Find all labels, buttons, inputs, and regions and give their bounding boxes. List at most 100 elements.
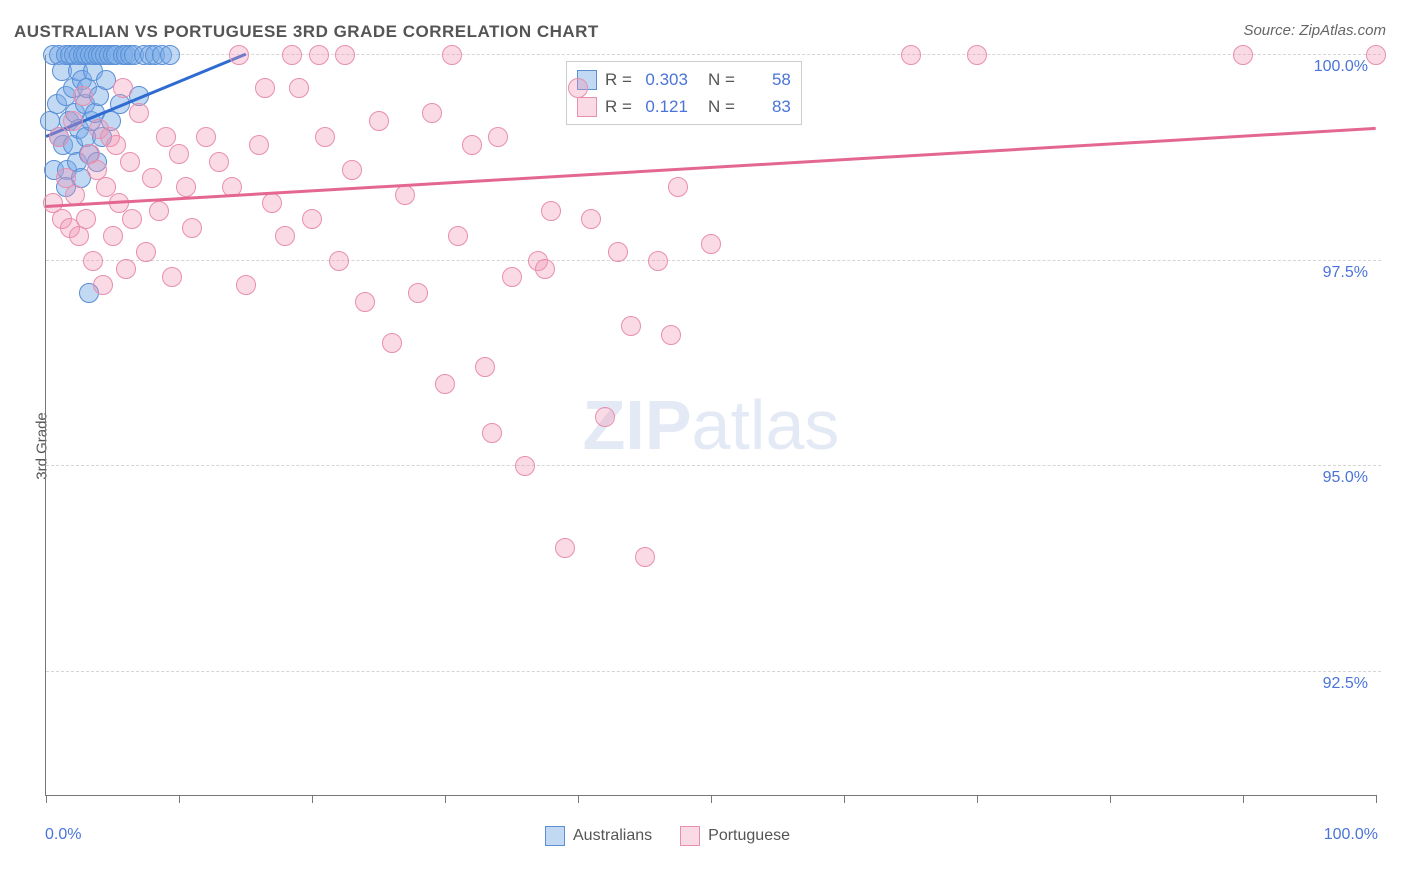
x-tick [844,795,845,803]
data-point [113,78,133,98]
data-point [182,218,202,238]
data-point [435,374,455,394]
data-point [282,45,302,65]
data-point [262,193,282,213]
watermark-rest: atlas [692,386,840,464]
data-point [249,135,269,155]
legend-item: Portuguese [680,826,790,846]
data-point [555,538,575,558]
swatch-icon [680,826,700,846]
gridline [46,671,1381,672]
data-point [229,45,249,65]
data-point [462,135,482,155]
data-point [289,78,309,98]
data-point [209,152,229,172]
data-point [395,185,415,205]
data-point [475,357,495,377]
data-point [369,111,389,131]
data-point [116,259,136,279]
n-label: N = [708,93,735,120]
data-point [302,209,322,229]
data-point [136,242,156,262]
source-label: Source: ZipAtlas.com [1243,22,1386,39]
r-value: 0.303 [640,66,688,93]
data-point [967,45,987,65]
data-point [335,45,355,65]
data-point [103,226,123,246]
data-point [236,275,256,295]
data-point [488,127,508,147]
x-tick [578,795,579,803]
data-point [648,251,668,271]
scatter-plot: ZIPatlas R = 0.303 N = 58 R = 0.121 N = … [45,55,1376,796]
data-point [275,226,295,246]
data-point [442,45,462,65]
data-point [315,127,335,147]
r-label: R = [605,66,632,93]
data-point [1233,45,1253,65]
data-point [129,103,149,123]
data-point [176,177,196,197]
legend-bottom: Australians Portuguese [545,826,790,846]
data-point [93,275,113,295]
data-point [621,316,641,336]
data-point [63,111,83,131]
data-point [901,45,921,65]
data-point [595,407,615,427]
data-point [142,168,162,188]
x-tick [1243,795,1244,803]
legend-label: Australians [573,827,652,845]
data-point [1366,45,1386,65]
x-tick [1110,795,1111,803]
data-point [162,267,182,287]
data-point [83,251,103,271]
data-point [76,209,96,229]
swatch-icon [577,97,597,117]
data-point [408,283,428,303]
y-tick-label: 100.0% [1314,58,1368,76]
trend-line [46,127,1376,208]
data-point [196,127,216,147]
x-tick [312,795,313,803]
data-point [342,160,362,180]
x-tick [1376,795,1377,803]
data-point [149,201,169,221]
x-tick-label: 100.0% [1324,826,1378,844]
x-tick [977,795,978,803]
x-tick-label: 0.0% [45,826,81,844]
data-point [73,86,93,106]
gridline [46,465,1381,466]
data-point [65,185,85,205]
watermark: ZIPatlas [583,385,840,465]
data-point [661,325,681,345]
data-point [382,333,402,353]
data-point [701,234,721,254]
data-point [422,103,442,123]
x-tick [46,795,47,803]
gridline [46,260,1381,261]
data-point [160,45,180,65]
x-tick [711,795,712,803]
data-point [49,127,69,147]
stats-legend: R = 0.303 N = 58 R = 0.121 N = 83 [566,61,802,125]
data-point [482,423,502,443]
data-point [255,78,275,98]
legend-item: Australians [545,826,652,846]
swatch-icon [545,826,565,846]
y-tick-label: 92.5% [1323,675,1368,693]
data-point [535,259,555,279]
data-point [581,209,601,229]
data-point [169,144,189,164]
stats-row: R = 0.303 N = 58 [577,66,791,93]
x-tick [179,795,180,803]
legend-label: Portuguese [708,827,790,845]
chart-title: AUSTRALIAN VS PORTUGUESE 3RD GRADE CORRE… [14,22,599,42]
stats-row: R = 0.121 N = 83 [577,93,791,120]
x-tick [445,795,446,803]
data-point [122,209,142,229]
data-point [668,177,688,197]
data-point [309,45,329,65]
data-point [541,201,561,221]
n-value: 58 [743,66,791,93]
r-value: 0.121 [640,93,688,120]
